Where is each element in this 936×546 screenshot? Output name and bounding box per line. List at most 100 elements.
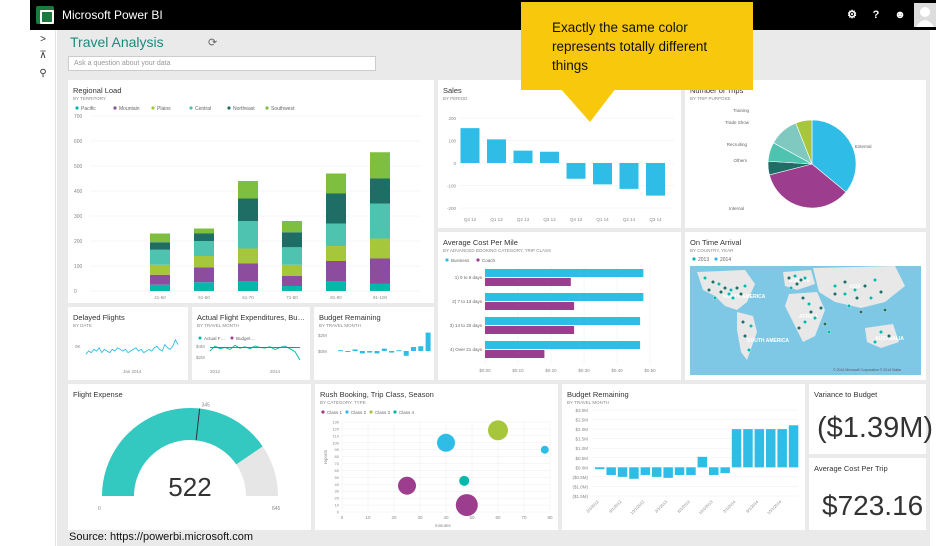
tile-title: Variance to Budget <box>814 390 878 399</box>
refresh-icon[interactable]: ⟳ <box>208 37 218 49</box>
y-tick-label: 700 <box>74 114 83 120</box>
bar <box>674 467 685 475</box>
line-series <box>85 338 179 355</box>
x-tick-label: 50 <box>469 515 475 520</box>
app-name: Microsoft Power BI <box>62 8 163 22</box>
y-tick-label: ($1.0M) <box>572 484 588 489</box>
x-tick-label: 2/1/2012 <box>585 499 600 514</box>
tile-on-time-arrival[interactable]: On Time Arrival BY COUNTRY, YEAR 2013 20… <box>685 232 926 380</box>
tile-sales[interactable]: Sales BY PERIOD 200 100 0 -100 -200 Q4 12 Q1 1… <box>438 80 681 228</box>
tile-variance-to-budget[interactable]: Variance to Budget ($1.39M) <box>809 384 933 454</box>
map-dot <box>729 288 734 293</box>
pie-label: External <box>855 144 872 149</box>
tile-average-cost-per-trip[interactable]: Average Cost Per Trip $723.16 <box>809 458 926 530</box>
tile-title: Regional Load <box>73 86 122 95</box>
legend-marker <box>393 410 397 414</box>
x-tick-label: 2/1/2013 <box>654 499 669 514</box>
user-avatar[interactable] <box>914 3 936 27</box>
bar <box>338 350 343 352</box>
bar-segment <box>194 228 214 234</box>
map-label: NORTH AMERICA <box>723 294 766 300</box>
map-dot <box>812 315 817 320</box>
bar-segment <box>282 232 302 248</box>
tile-title: Budget Remaining <box>567 390 629 399</box>
settings-gear-icon[interactable]: ⚙ <box>847 9 857 21</box>
x-tick-label: $0.20 <box>545 368 557 373</box>
bar-segment <box>194 282 214 291</box>
pie-slice <box>795 119 813 165</box>
avg-trip-value: $723.16 <box>822 490 924 521</box>
tile-title: Average Cost Per Mile <box>443 238 518 247</box>
help-icon[interactable]: ? <box>872 9 880 21</box>
map-dot <box>786 276 791 281</box>
tile-number-of-trips[interactable]: Number of Trips BY TRIP PURPOSE External… <box>685 80 926 228</box>
axis-label: 2012 <box>210 369 221 374</box>
tile-regional-load[interactable]: Regional Load BY TERRITORY Pacific Mounta… <box>68 80 434 303</box>
legend-label: Southwest <box>271 106 295 112</box>
bar-segment <box>238 263 258 281</box>
x-tick-label: $0.30 <box>578 368 590 373</box>
y-tick-label: $3.0M <box>575 408 588 413</box>
report-title: Travel Analysis <box>70 34 164 50</box>
map-dot <box>703 276 708 281</box>
tile-flight-expense[interactable]: Flight Expense 345 522 0 645 <box>68 384 311 530</box>
legend-marker <box>265 106 269 110</box>
y-tick-label: 0 <box>453 161 456 166</box>
y-tick-label: 300 <box>74 214 83 220</box>
bar-segment <box>194 233 214 241</box>
y-tick-label: 2) 7 to 13 days <box>452 299 483 304</box>
axis-title: reports <box>323 449 328 464</box>
tile-average-cost-per-mile[interactable]: Average Cost Per Mile BY ADVANCED BOOKIN… <box>438 232 681 380</box>
source-caption: Source: https://powerbi.microsoft.com <box>69 531 254 543</box>
tile-title: Actual Flight Expenditures, Bu… <box>197 313 305 322</box>
bar <box>606 467 616 475</box>
legend-label: Pacific <box>81 106 96 112</box>
callout-text: Exactly the same color represents totall… <box>552 18 752 75</box>
search-icon[interactable]: ⚲ <box>39 68 47 79</box>
tile-budget-remaining-small[interactable]: Budget Remaining BY TRAVEL MONTH $2M $0M <box>314 307 434 380</box>
bar-segment <box>194 256 214 268</box>
budget-small-chart: $2M $0M <box>318 332 431 356</box>
legend-marker <box>189 106 193 110</box>
feedback-smiley-icon[interactable]: ☻ <box>894 9 906 21</box>
tile-budget-remaining-big[interactable]: Budget Remaining BY TRAVEL MONTH ($1.5M)… <box>562 384 805 530</box>
pin-icon[interactable]: ⊼ <box>39 50 47 61</box>
legend-label: Class 2 <box>351 410 367 415</box>
bar <box>646 163 665 196</box>
bar <box>374 351 380 354</box>
x-tick-label: 51-60 <box>198 295 210 300</box>
bar <box>731 429 742 468</box>
left-nav <box>30 30 56 546</box>
bar <box>418 346 424 351</box>
x-tick-label: 10/1/2014 <box>766 499 783 516</box>
y-tick-label: 600 <box>74 139 83 145</box>
bar-segment <box>282 247 302 265</box>
map-dot <box>832 292 837 297</box>
bar <box>686 467 696 475</box>
tile-delayed-flights[interactable]: Delayed Flights BY DATE 0K Jan 2014 <box>68 307 188 380</box>
y-tick-label: 100 <box>448 139 456 144</box>
tile-title: Budget Remaining <box>319 313 381 322</box>
tile-subtitle: BY PERIOD <box>443 96 468 101</box>
qa-input[interactable]: Ask a question about your data <box>68 56 376 71</box>
expand-nav-icon[interactable]: > <box>40 34 46 45</box>
axis-label: $2M <box>318 333 327 338</box>
regional-load-chart: Pacific Mountain Plains Central Northeast Sou… <box>74 106 420 300</box>
tile-rush-booking[interactable]: Rush Booking, Trip Class, Season BY CATE… <box>315 384 558 530</box>
legend-label: Class 4 <box>399 410 415 415</box>
scatter-point <box>437 433 455 452</box>
bar-segment <box>326 261 346 281</box>
map-dot <box>748 323 753 328</box>
map-dot <box>802 276 807 281</box>
bar-segment <box>150 264 170 275</box>
bar-segment <box>370 203 390 239</box>
y-tick-label: ($0.5M) <box>572 475 588 480</box>
x-tick-label: 80 <box>547 515 553 520</box>
legend-label: Business <box>451 258 470 263</box>
bar-segment <box>194 241 214 256</box>
tile-actual-flight-expenditures[interactable]: Actual Flight Expenditures, Bu… BY TRAVE… <box>192 307 310 380</box>
x-tick-label: Q1 14 <box>596 217 609 222</box>
y-tick-label: 200 <box>74 239 83 245</box>
callout-line: represents totally different <box>552 39 708 54</box>
x-tick-label: 91-100 <box>373 295 388 300</box>
